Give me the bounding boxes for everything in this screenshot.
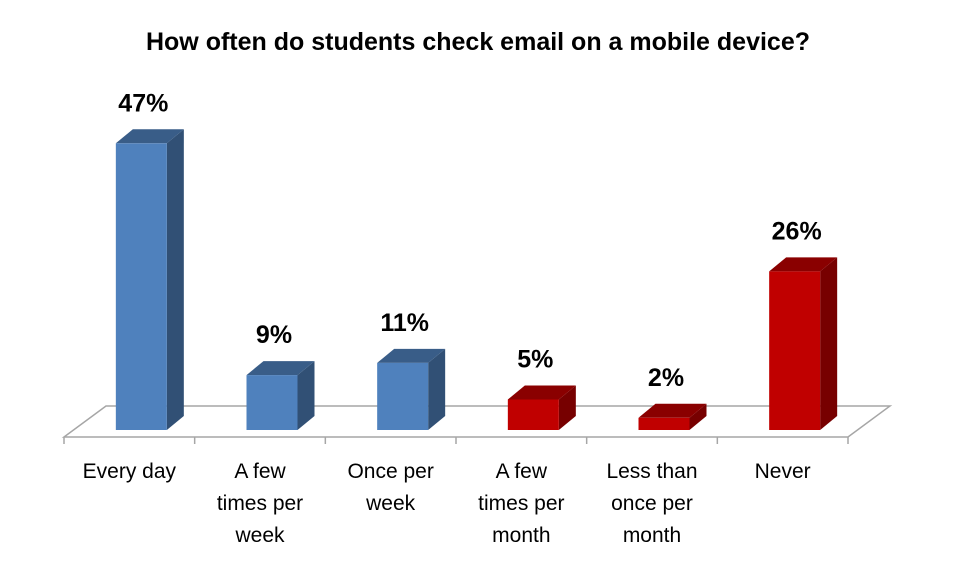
bar-top — [638, 403, 707, 418]
category-label: Never — [755, 460, 811, 483]
data-label: 47% — [118, 89, 168, 117]
bar-top — [115, 129, 184, 144]
category-label: month — [492, 524, 550, 547]
data-labels: 47% 9% 11% 5% 2% 26% — [118, 89, 822, 392]
bar-front — [769, 271, 821, 430]
bar-side — [820, 257, 838, 430]
category-label: once per — [611, 492, 693, 515]
data-label: 2% — [648, 364, 684, 392]
bar-front — [377, 362, 429, 430]
bars — [115, 129, 838, 431]
bar-top — [377, 348, 446, 363]
category-labels: Every day A few times per week Once per week A… — [83, 460, 811, 547]
bar — [507, 385, 576, 430]
category-label: A few — [234, 460, 286, 483]
chart-title: How often do students check email on a m… — [146, 28, 810, 56]
bar-front — [246, 375, 298, 430]
category-label: Every day — [83, 460, 177, 483]
category-label: Less than — [606, 460, 697, 483]
bar-top — [246, 361, 315, 376]
bar — [638, 403, 707, 430]
bar — [377, 348, 446, 430]
bar-side — [689, 403, 707, 430]
bar-side — [428, 348, 446, 430]
chart-floor — [61, 405, 893, 444]
bar — [115, 129, 184, 431]
bar-front — [507, 399, 559, 430]
bar-top — [507, 385, 576, 400]
floor-plane — [61, 405, 893, 438]
category-label: times per — [478, 492, 564, 515]
category-label: times per — [217, 492, 303, 515]
bar-side — [558, 385, 576, 430]
bar — [769, 257, 838, 430]
bar — [246, 361, 315, 430]
bar-front — [115, 143, 167, 431]
category-label: A few — [496, 460, 548, 483]
bar-side — [297, 361, 315, 430]
data-label: 9% — [256, 321, 292, 349]
category-label: week — [365, 492, 416, 515]
category-label: month — [623, 524, 681, 547]
bar-side — [166, 129, 184, 431]
category-label: Once per — [347, 460, 433, 483]
data-label: 11% — [380, 309, 429, 337]
data-label: 26% — [772, 217, 822, 245]
category-label: week — [234, 524, 285, 547]
data-label: 5% — [517, 346, 553, 374]
bar-front — [638, 417, 690, 430]
bar-top — [769, 257, 838, 272]
